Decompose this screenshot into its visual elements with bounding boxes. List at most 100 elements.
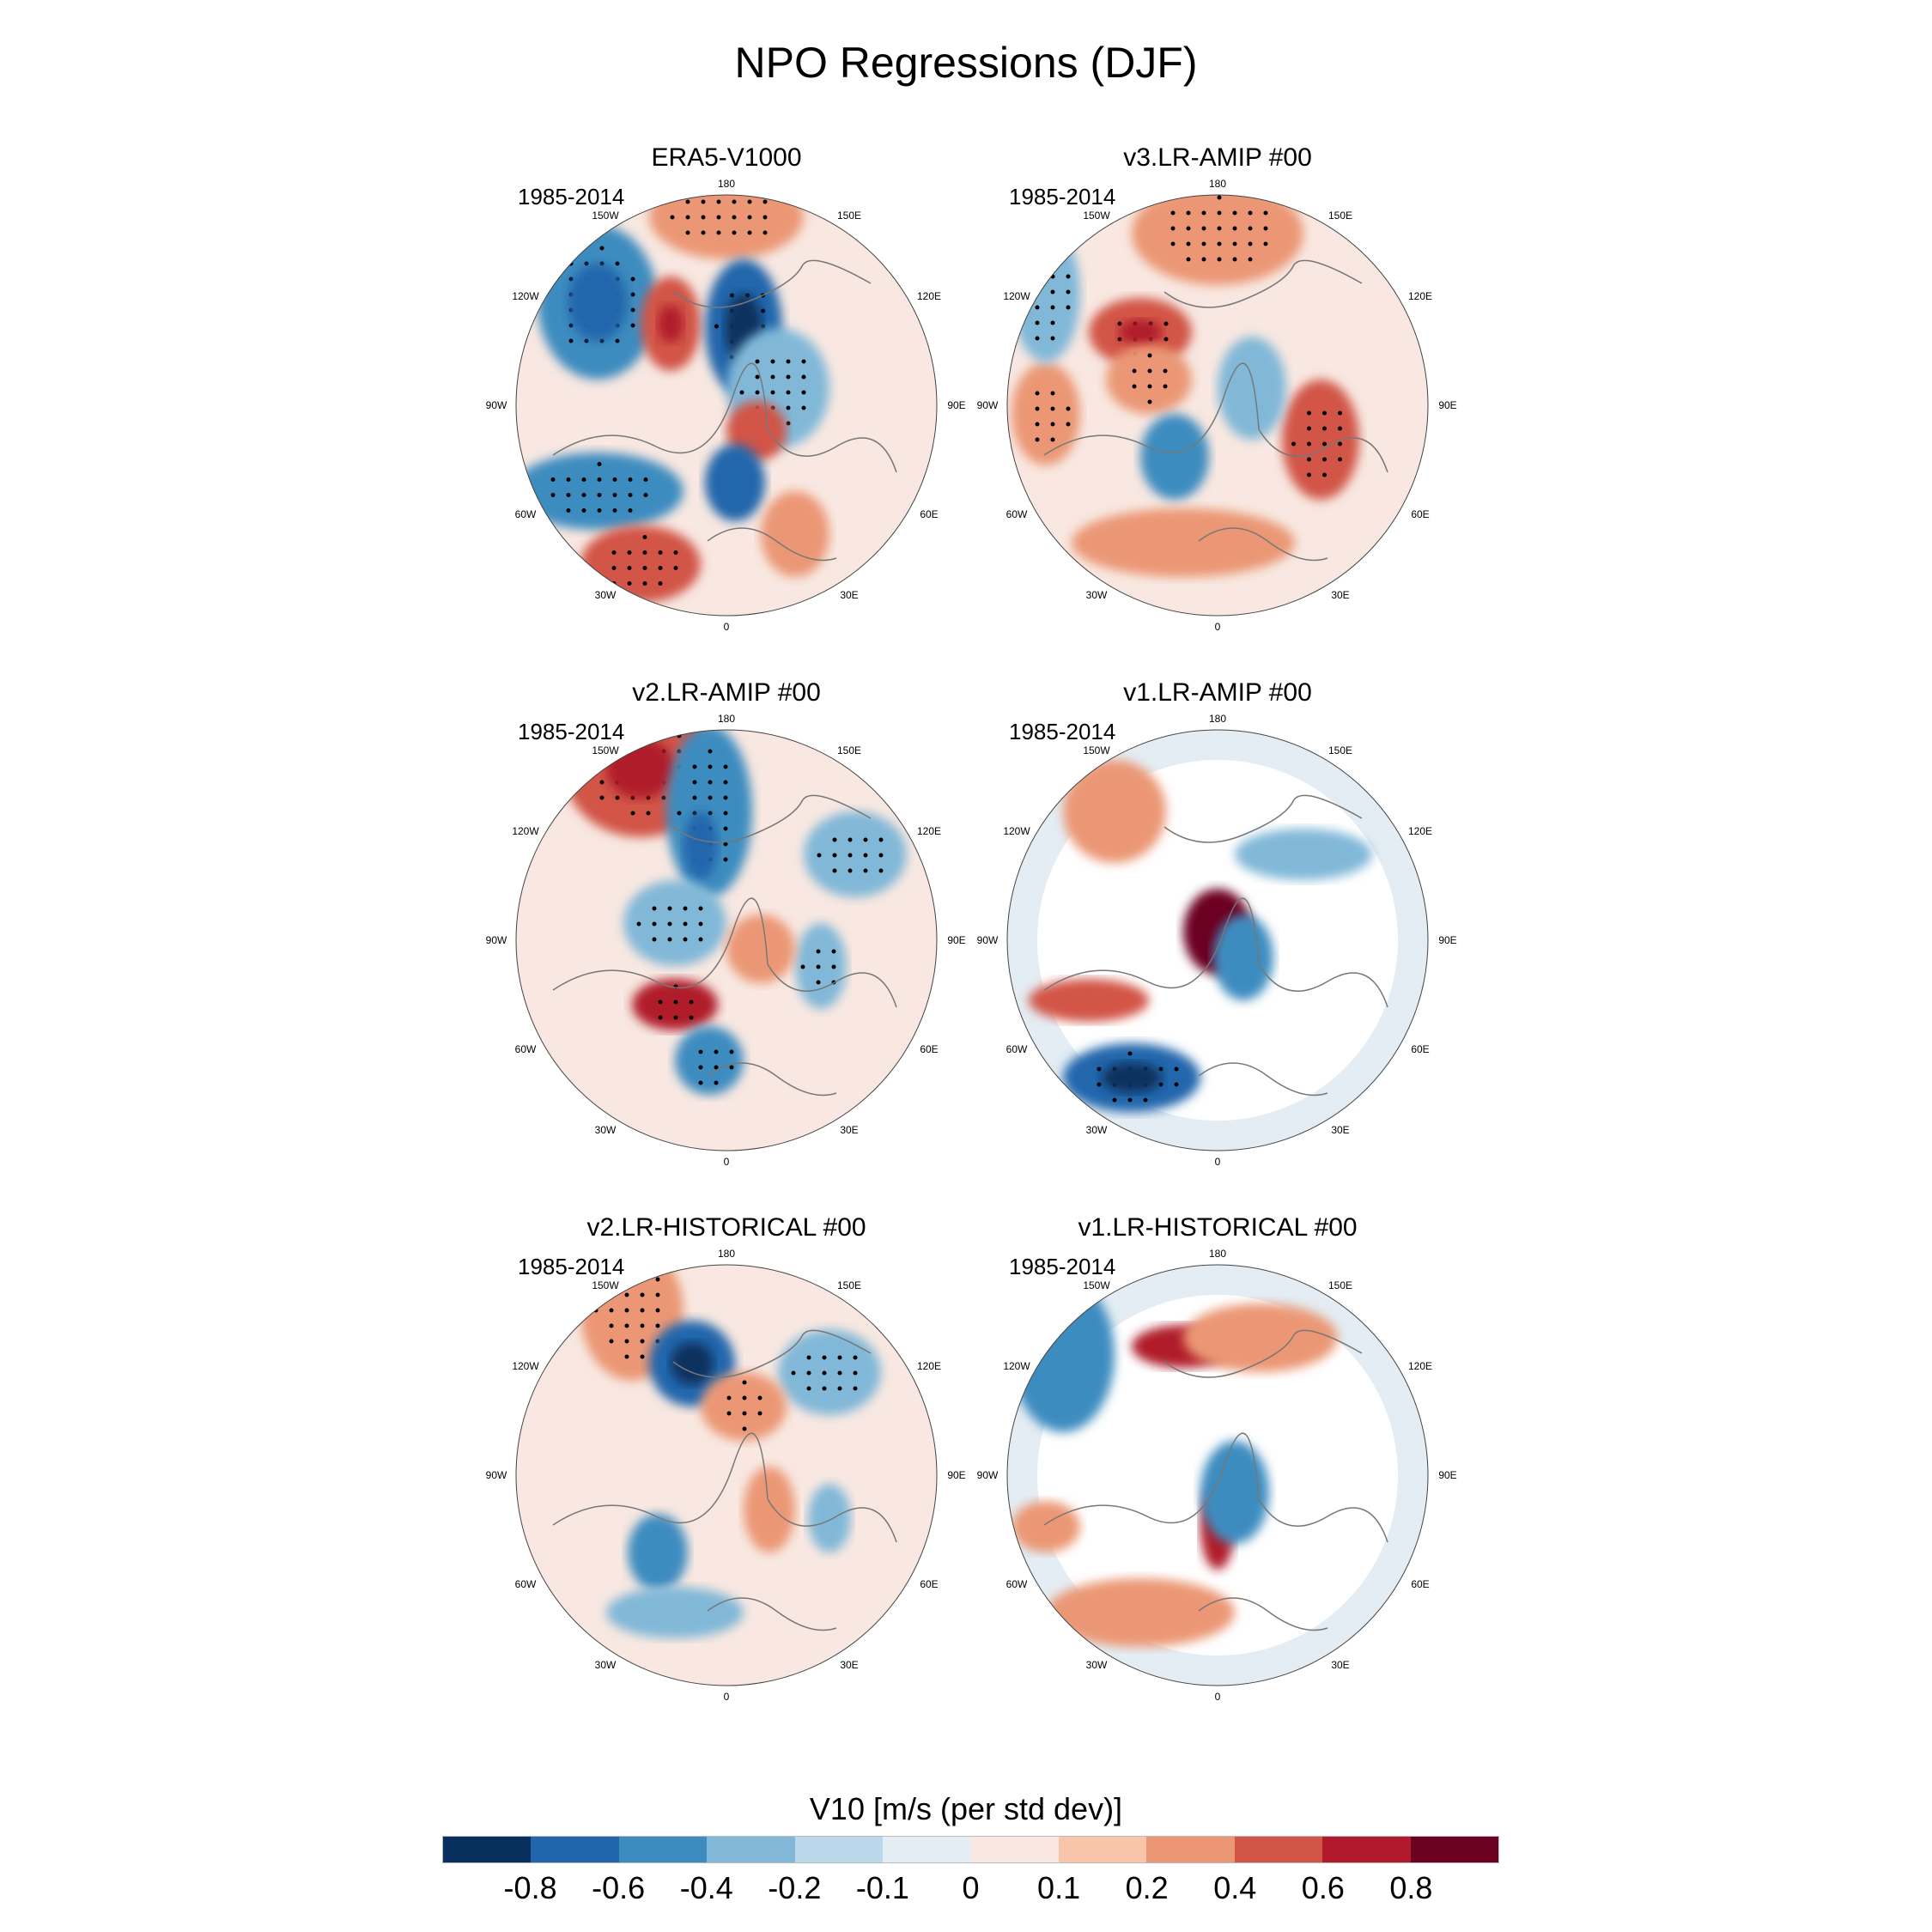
significance-dot	[1127, 1097, 1133, 1103]
significance-dot	[723, 811, 728, 816]
significance-dot	[1163, 321, 1169, 326]
significance-dot	[806, 1386, 811, 1391]
longitude-label: 60W	[514, 1578, 537, 1590]
significance-dot	[1035, 274, 1040, 279]
significance-dot	[568, 338, 574, 343]
colorbar-swatch	[531, 1837, 619, 1862]
anomaly-region	[606, 1587, 744, 1638]
significance-dot	[1322, 410, 1327, 416]
longitude-label: 120W	[512, 1360, 539, 1372]
longitude-label: 0	[1214, 1691, 1221, 1703]
longitude-label: 180	[717, 178, 736, 190]
significance-dot	[1201, 257, 1206, 262]
significance-dot	[1248, 241, 1253, 246]
panel-period: 1985-2014	[1009, 719, 1116, 744]
significance-dot	[1201, 210, 1206, 216]
significance-dot	[667, 906, 672, 911]
anomaly-region	[701, 1372, 787, 1441]
significance-dot	[1066, 289, 1071, 295]
significance-dot	[848, 868, 853, 873]
significance-dot	[1186, 257, 1191, 262]
significance-dot	[742, 1380, 747, 1385]
significance-dot	[800, 964, 805, 969]
significance-dot	[692, 795, 697, 800]
anomaly-region	[1213, 914, 1273, 1000]
significance-dot	[747, 215, 752, 220]
significance-dot	[683, 921, 688, 927]
significance-dot	[630, 323, 635, 328]
significance-dot	[1322, 441, 1327, 447]
significance-dot	[643, 477, 648, 482]
significance-dot	[624, 1323, 629, 1328]
longitude-label: 90W	[485, 934, 507, 946]
anomaly-region	[649, 195, 804, 259]
significance-dot	[643, 493, 648, 497]
significance-dot	[755, 359, 760, 364]
significance-dot	[1217, 226, 1222, 231]
significance-dot	[655, 1323, 660, 1328]
significance-dot	[726, 1395, 732, 1400]
colorbar-swatch	[707, 1837, 795, 1862]
significance-dot	[568, 323, 574, 328]
significance-dot	[730, 293, 734, 298]
panel-period: 1985-2014	[1009, 184, 1116, 210]
significance-dot	[786, 405, 791, 410]
colorbar-tick-label: 0	[962, 1870, 980, 1905]
significance-dot	[698, 937, 703, 942]
significance-dot	[1307, 472, 1311, 477]
significance-dot	[786, 359, 791, 364]
longitude-label: 150E	[836, 744, 862, 756]
significance-dot	[878, 837, 884, 842]
anomaly-region	[726, 914, 795, 983]
panel-period: 1985-2014	[1009, 1254, 1116, 1279]
significance-dot	[655, 1292, 660, 1297]
significance-dot	[640, 1292, 645, 1297]
significance-dot	[1097, 1082, 1102, 1087]
significance-dot	[630, 733, 635, 738]
significance-dot	[1132, 384, 1137, 389]
longitude-label: 120W	[1003, 825, 1030, 837]
significance-dot	[732, 199, 737, 204]
significance-dot	[1307, 426, 1311, 431]
longitude-label: 30E	[840, 589, 859, 601]
longitude-label: 60E	[920, 1578, 939, 1590]
significance-dot	[599, 733, 605, 738]
significance-dot	[729, 1049, 734, 1054]
significance-dot	[636, 921, 641, 927]
colorbar-tick-label: 0.6	[1301, 1870, 1345, 1905]
significance-dot	[1307, 441, 1311, 447]
significance-dot	[786, 390, 791, 395]
colorbar-title: V10 [m/s (per std dev)]	[809, 1791, 1123, 1826]
significance-dot	[1035, 289, 1040, 295]
longitude-label: 120E	[916, 825, 942, 837]
significance-dot	[652, 937, 657, 942]
anomaly-region	[1218, 337, 1286, 440]
significance-dot	[646, 811, 651, 816]
longitude-label: 90E	[1438, 934, 1457, 946]
longitude-label: 0	[1214, 1156, 1221, 1168]
longitude-label: 60W	[1005, 1578, 1028, 1590]
significance-dot	[837, 1370, 842, 1376]
significance-dot	[762, 215, 768, 220]
longitude-label: 180	[717, 1248, 736, 1260]
colorbar-swatch	[1322, 1837, 1411, 1862]
significance-dot	[1291, 441, 1296, 447]
significance-dot	[863, 868, 868, 873]
significance-dot	[615, 338, 620, 343]
longitude-label: 150W	[592, 210, 619, 222]
significance-dot	[642, 566, 647, 570]
significance-dot	[609, 1323, 614, 1328]
significance-dot	[698, 1080, 703, 1085]
significance-dot	[806, 1355, 811, 1360]
polar-map	[515, 729, 938, 1151]
significance-dot	[714, 1065, 719, 1070]
significance-dot	[624, 1292, 629, 1297]
significance-dot	[566, 508, 571, 513]
longitude-label: 30E	[840, 1124, 859, 1136]
significance-dot	[878, 853, 884, 858]
longitude-label: 60E	[1411, 508, 1430, 520]
significance-dot	[848, 837, 853, 842]
panel-title: v2.LR-AMIP #00	[632, 678, 821, 707]
colorbar-swatch	[794, 1837, 884, 1862]
longitude-label: 0	[1214, 621, 1221, 633]
